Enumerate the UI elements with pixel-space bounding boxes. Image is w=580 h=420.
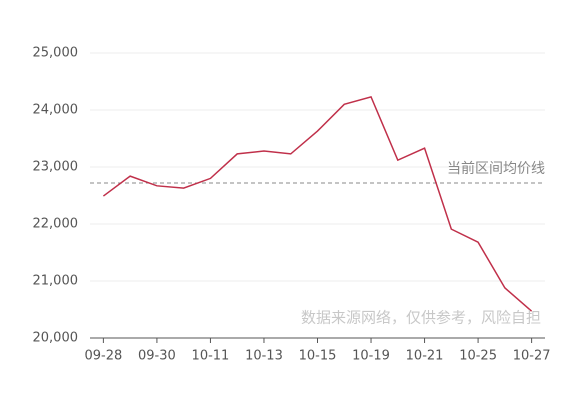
x-tick-label: 10-13 (245, 349, 283, 364)
x-tick-label: 09-28 (84, 349, 122, 364)
x-tick-label: 10-19 (352, 349, 390, 364)
x-tick-label: 09-30 (138, 349, 176, 364)
x-tick-label: 10-21 (406, 349, 444, 364)
y-tick-label: 24,000 (33, 103, 79, 118)
watermark: 数据来源网络，仅供参考，风险自担 (301, 309, 541, 327)
y-tick-label: 20,000 (33, 331, 79, 346)
y-tick-label: 25,000 (33, 46, 79, 61)
y-tick-label: 23,000 (33, 160, 79, 175)
price-line (102, 95, 533, 312)
x-tick-label: 10-11 (192, 349, 230, 364)
x-tick-label: 10-25 (459, 349, 497, 364)
x-tick-label: 10-15 (299, 349, 337, 364)
y-tick-label: 21,000 (33, 274, 79, 289)
y-tick-label: 22,000 (33, 217, 79, 232)
x-tick-label: 10-27 (513, 349, 551, 364)
reference-label: 当前区间均价线 (447, 160, 545, 177)
